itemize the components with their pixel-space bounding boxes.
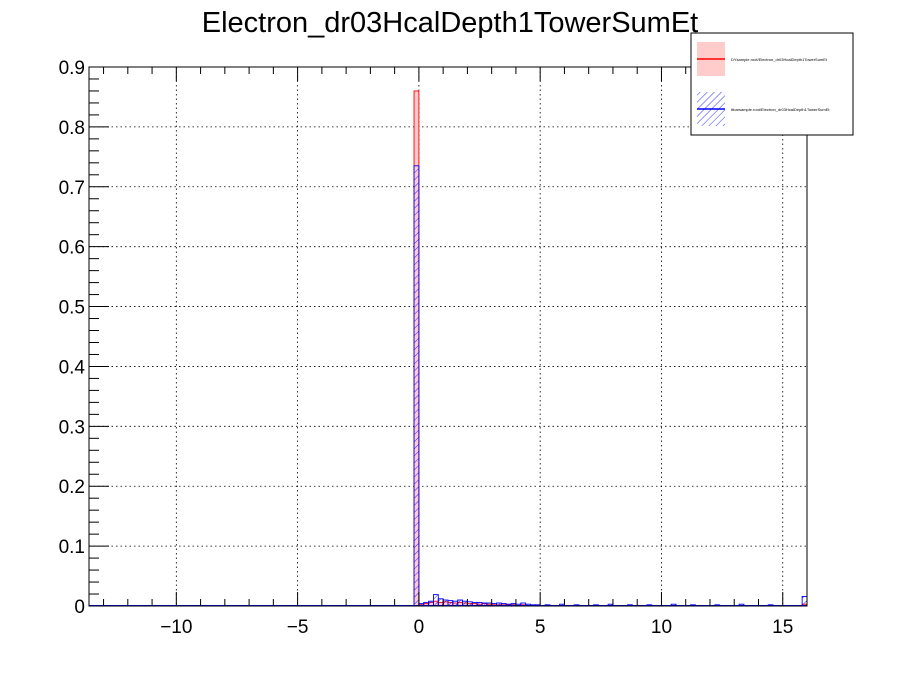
legend-label-dy: DYsample.root/Electron_dr03HcalDepth1Tow… <box>731 57 828 62</box>
y-tick-label: 0.2 <box>59 477 85 498</box>
y-tick-label: 0.7 <box>59 178 85 199</box>
x-tick-label: 15 <box>772 617 793 638</box>
x-tick-label: 5 <box>535 617 546 638</box>
y-tick-label: 0.8 <box>59 118 85 139</box>
legend: DYsample.root/Electron_dr03HcalDepth1Tow… <box>690 32 854 136</box>
series-1 <box>89 165 808 607</box>
plot-frame <box>88 66 808 607</box>
tick-labels: −10 −5 0 5 10 15 0 0.1 0.2 0.3 0.4 0.5 0.6 0.7 0.8 0.9 <box>59 58 794 638</box>
histogram-bar <box>432 594 439 607</box>
axis-ticks <box>89 66 808 607</box>
histogram-bar <box>413 165 420 607</box>
x-tick-label: −10 <box>160 617 192 638</box>
y-tick-label: 0.6 <box>59 238 85 259</box>
y-tick-label: 0.1 <box>59 537 85 558</box>
legend-label-ttbar: ttbarsample.root/Electron_dr03HcalDepth1… <box>731 107 830 112</box>
histogram-bar <box>437 598 444 607</box>
x-tick-label: −5 <box>287 617 309 638</box>
chart-title: Electron_dr03HcalDepth1TowerSumEt <box>202 7 698 39</box>
series-layer <box>89 90 808 607</box>
y-tick-label: 0 <box>74 597 85 618</box>
y-tick-label: 0.9 <box>59 58 85 79</box>
y-tick-label: 0.4 <box>59 357 86 378</box>
y-tick-label: 0.3 <box>59 417 85 438</box>
y-tick-label: 0.5 <box>59 298 85 319</box>
histogram-bar <box>801 595 808 607</box>
x-tick-label: 0 <box>414 617 425 638</box>
grid-lines <box>89 66 807 606</box>
series-0 <box>89 90 808 607</box>
x-tick-label: 10 <box>651 617 672 638</box>
